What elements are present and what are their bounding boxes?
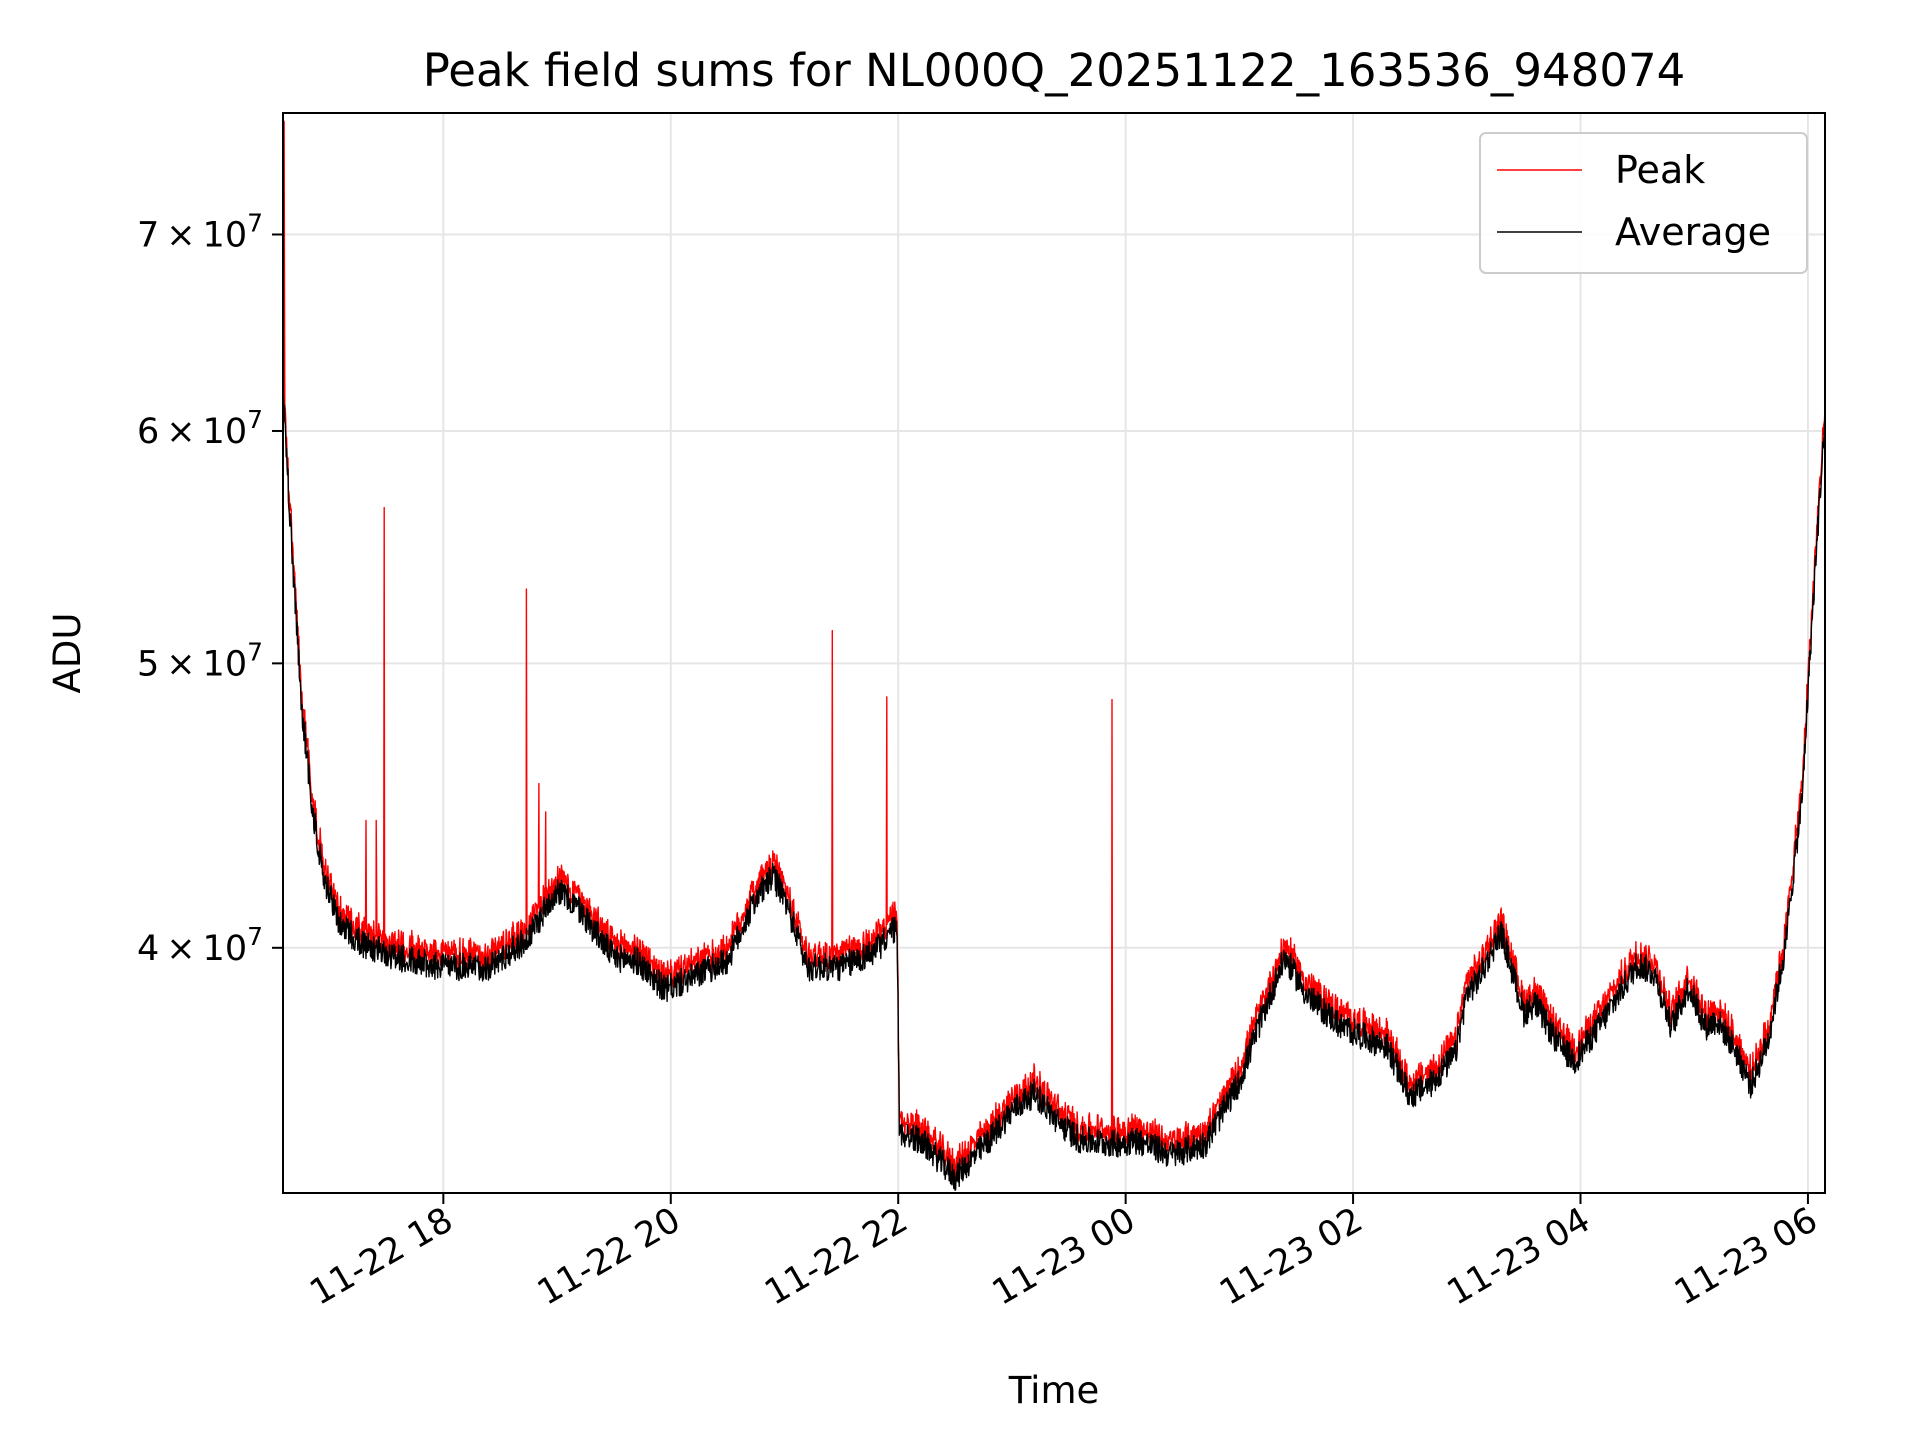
chart-title: Peak field sums for NL000Q_20251122_1635…: [423, 44, 1685, 97]
legend-peak-label: Peak: [1615, 148, 1705, 192]
legend-average-label: Average: [1615, 210, 1771, 254]
y-axis-label: ADU: [46, 613, 89, 694]
average-series-line: [283, 389, 1825, 1191]
x-axis-label: Time: [1008, 1369, 1100, 1412]
plot-frame: [282, 112, 1826, 1194]
y-tick-label: 6 × 107: [137, 405, 263, 452]
legend: Peak Average: [1479, 132, 1808, 274]
y-tick-label: 7 × 107: [137, 208, 263, 255]
legend-box: [1479, 132, 1808, 274]
y-tick-label: 4 × 107: [137, 922, 263, 969]
y-tick-label: 5 × 107: [137, 637, 263, 684]
series-layer: [283, 120, 1825, 1191]
